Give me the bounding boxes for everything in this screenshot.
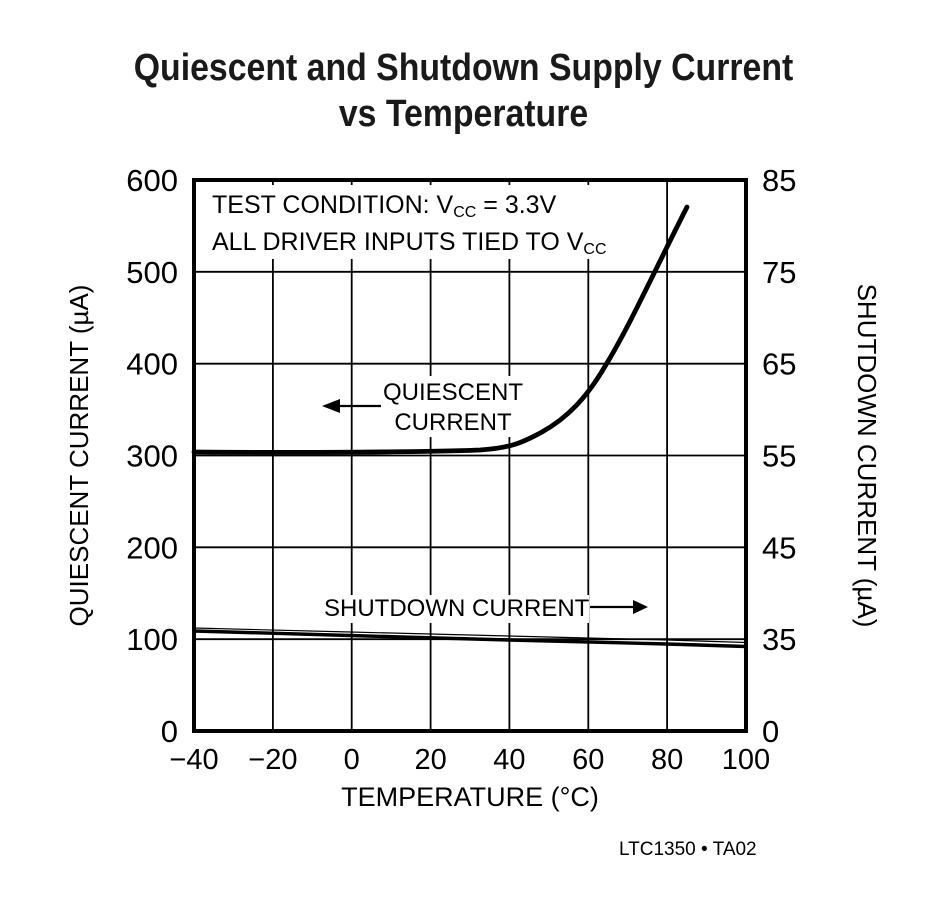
- svg-text:40: 40: [493, 744, 525, 776]
- svg-text:−20: −20: [248, 744, 297, 776]
- svg-text:SHUTDOWN CURRENT (µA): SHUTDOWN CURRENT (µA): [852, 284, 882, 628]
- svg-text:QUIESCENT CURRENT (µA): QUIESCENT CURRENT (µA): [64, 285, 94, 627]
- svg-text:100: 100: [126, 622, 178, 657]
- svg-text:ALL DRIVER INPUTS TIED TO VCC: ALL DRIVER INPUTS TIED TO VCC: [212, 228, 607, 258]
- svg-text:300: 300: [126, 439, 178, 474]
- svg-text:500: 500: [126, 255, 178, 290]
- svg-text:45: 45: [762, 530, 796, 565]
- svg-text:20: 20: [414, 744, 446, 776]
- svg-text:35: 35: [762, 622, 796, 657]
- svg-text:65: 65: [762, 347, 796, 382]
- svg-text:100: 100: [722, 744, 770, 776]
- svg-text:85: 85: [762, 163, 796, 198]
- svg-text:400: 400: [126, 347, 178, 382]
- svg-text:75: 75: [762, 255, 796, 290]
- svg-text:55: 55: [762, 439, 796, 474]
- svg-text:Quiescent and Shutdown Supply: Quiescent and Shutdown Supply Current: [134, 45, 794, 88]
- svg-text:200: 200: [126, 530, 178, 565]
- svg-text:TEST CONDITION: VCC = 3.3V: TEST CONDITION: VCC = 3.3V: [212, 191, 557, 221]
- svg-text:QUIESCENT: QUIESCENT: [383, 379, 523, 406]
- svg-text:60: 60: [572, 744, 604, 776]
- svg-text:vs Temperature: vs Temperature: [339, 91, 588, 134]
- svg-text:−40: −40: [169, 744, 218, 776]
- svg-text:0: 0: [344, 744, 360, 776]
- svg-text:CURRENT: CURRENT: [394, 409, 512, 436]
- svg-text:600: 600: [126, 163, 178, 198]
- svg-text:SHUTDOWN CURRENT: SHUTDOWN CURRENT: [324, 595, 590, 622]
- svg-text:80: 80: [651, 744, 683, 776]
- svg-text:TEMPERATURE (°C): TEMPERATURE (°C): [341, 782, 599, 812]
- svg-text:LTC1350 • TA02: LTC1350 • TA02: [619, 839, 757, 860]
